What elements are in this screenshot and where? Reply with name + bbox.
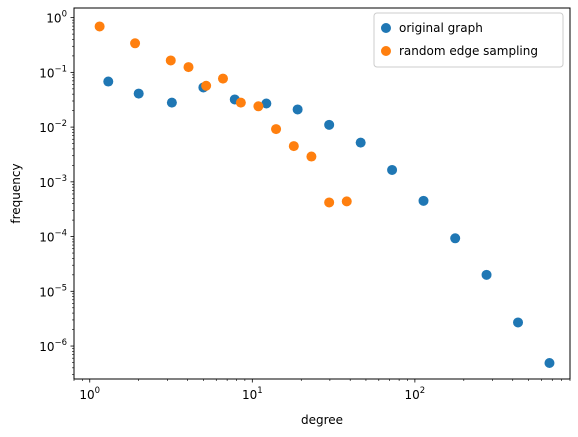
point-original-graph-2 bbox=[166, 97, 177, 108]
point-random-edge-sampling-1 bbox=[130, 38, 141, 49]
point-random-edge-sampling-6 bbox=[235, 97, 246, 108]
point-random-edge-sampling-10 bbox=[306, 151, 317, 162]
x-tick-label-2: 102 bbox=[405, 386, 426, 402]
y-axis-ticks: 10−6 10−5 10−4 10−3 10−2 10−1 100 bbox=[39, 10, 74, 375]
x-tick-label-0: 100 bbox=[79, 386, 100, 402]
plot-frame bbox=[73, 7, 571, 380]
point-original-graph-5 bbox=[261, 98, 272, 109]
point-random-edge-sampling-8 bbox=[271, 124, 282, 135]
x-axis-label: degree bbox=[301, 413, 343, 427]
point-original-graph-8 bbox=[355, 137, 366, 148]
point-original-graph-0 bbox=[103, 76, 114, 87]
y-tick-label-5: 10−1 bbox=[39, 64, 67, 80]
point-random-edge-sampling-0 bbox=[94, 21, 105, 32]
y-tick-label-3: 10−3 bbox=[39, 174, 67, 190]
legend-marker-random-edge-sampling bbox=[381, 46, 391, 56]
y-tick-label-0: 10−6 bbox=[39, 338, 67, 354]
point-random-edge-sampling-3 bbox=[183, 62, 194, 73]
legend-marker-original-graph bbox=[381, 23, 391, 33]
point-original-graph-13 bbox=[513, 317, 524, 328]
point-random-edge-sampling-4 bbox=[201, 80, 212, 91]
x-tick-label-1: 101 bbox=[242, 386, 263, 402]
y-tick-label-1: 10−5 bbox=[39, 283, 67, 299]
y-tick-label-4: 10−2 bbox=[39, 119, 67, 135]
point-random-edge-sampling-7 bbox=[253, 101, 264, 112]
y-axis-label: frequency bbox=[9, 163, 23, 223]
point-original-graph-14 bbox=[544, 358, 555, 368]
point-random-edge-sampling-2 bbox=[165, 55, 176, 66]
legend-frame bbox=[373, 12, 564, 68]
point-original-graph-7 bbox=[324, 119, 335, 130]
point-random-edge-sampling-11 bbox=[324, 197, 335, 208]
point-original-graph-11 bbox=[450, 233, 461, 244]
point-random-edge-sampling-5 bbox=[217, 73, 228, 84]
point-random-edge-sampling-9 bbox=[288, 141, 299, 152]
point-original-graph-10 bbox=[418, 195, 429, 206]
point-random-edge-sampling-12 bbox=[341, 196, 352, 207]
point-original-graph-6 bbox=[292, 104, 303, 115]
legend-label-original-graph: original graph bbox=[399, 21, 483, 35]
point-original-graph-9 bbox=[387, 164, 398, 175]
y-tick-label-2: 10−4 bbox=[39, 229, 67, 245]
legend: original graph random edge sampling bbox=[373, 12, 564, 68]
point-original-graph-12 bbox=[481, 269, 492, 280]
y-tick-label-6: 100 bbox=[46, 10, 67, 26]
point-original-graph-1 bbox=[133, 88, 144, 99]
legend-label-random-edge-sampling: random edge sampling bbox=[399, 44, 538, 58]
x-axis-ticks: 100 101 102 bbox=[73, 379, 571, 402]
data-points bbox=[94, 21, 555, 368]
